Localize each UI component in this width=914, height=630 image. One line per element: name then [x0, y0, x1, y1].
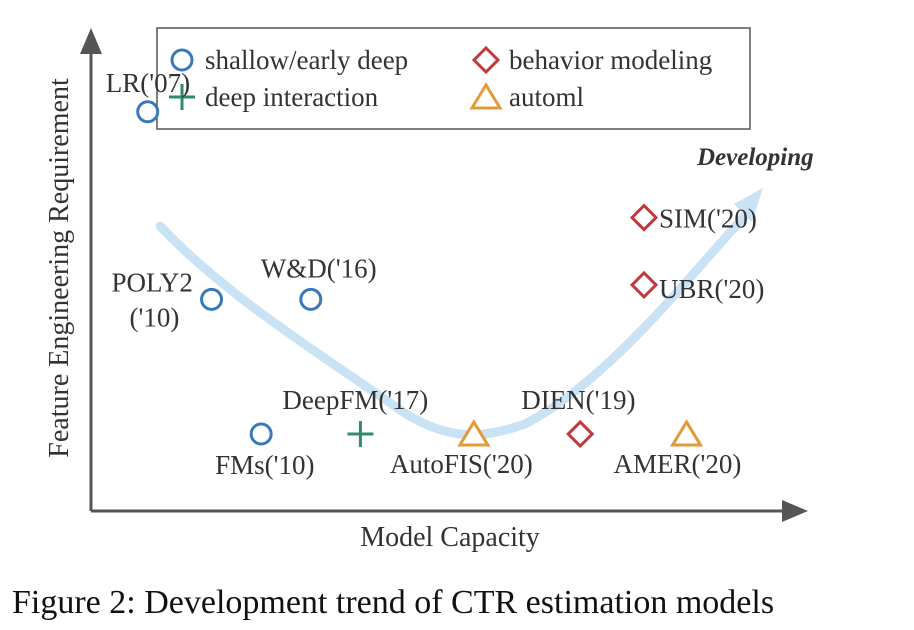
- point-shallow-marker: [200, 287, 224, 311]
- legend-box: [156, 27, 751, 130]
- trend-curve-layer: [155, 188, 763, 440]
- legend-interaction-marker: [169, 84, 195, 110]
- legend-label: behavior modeling: [509, 45, 712, 75]
- point-shallow-marker: [249, 422, 273, 446]
- data-points: [136, 100, 704, 449]
- point-label: UBR('20): [659, 274, 764, 304]
- point-label: LR('07): [106, 68, 190, 98]
- point-behavior-marker: [629, 203, 659, 232]
- trend-curve: [155, 203, 757, 440]
- point-label: DIEN('19): [521, 385, 635, 415]
- legend: shallow/early deep behavior modeling deep …: [169, 45, 712, 112]
- trend-arrowhead: [734, 188, 763, 222]
- point-label: W&D('16): [261, 253, 377, 283]
- point-label: SIM('20): [659, 204, 757, 234]
- point-shallow-marker: [299, 287, 323, 311]
- point-label: AutoFIS('20): [390, 449, 533, 479]
- point-shallow-marker: [136, 100, 160, 124]
- x-axis-label: Model Capacity: [360, 522, 540, 553]
- legend-automl-marker: [469, 82, 503, 110]
- y-axis-arrowhead: [80, 28, 102, 54]
- y-axis-label: Feature Engineering Requirement: [44, 78, 75, 458]
- point-behavior-marker: [629, 270, 659, 300]
- legend-label: automl: [509, 82, 584, 112]
- point-label: DeepFM('17): [282, 385, 428, 415]
- legend-behavior-marker: [471, 45, 501, 75]
- legend-shallow-marker: [170, 48, 194, 72]
- point-label: POLY2 ('10): [112, 267, 193, 332]
- figure-caption: Figure 2: Development trend of CTR estim…: [12, 584, 774, 621]
- point-label: FMs('10): [215, 450, 314, 480]
- point-interaction-marker: [347, 421, 374, 448]
- point-behavior-marker: [566, 419, 595, 449]
- x-axis-arrowhead: [782, 500, 808, 522]
- legend-label: deep interaction: [205, 82, 379, 112]
- legend-label: shallow/early deep: [205, 45, 408, 75]
- point-label: AMER('20): [614, 449, 742, 479]
- point-labels: LR('07) POLY2 ('10) W&D('16) FMs('10) DeepFM(…: [106, 68, 765, 480]
- point-automl-marker: [669, 419, 704, 447]
- point-automl-marker: [457, 419, 491, 447]
- trend-label: Developing: [696, 144, 814, 171]
